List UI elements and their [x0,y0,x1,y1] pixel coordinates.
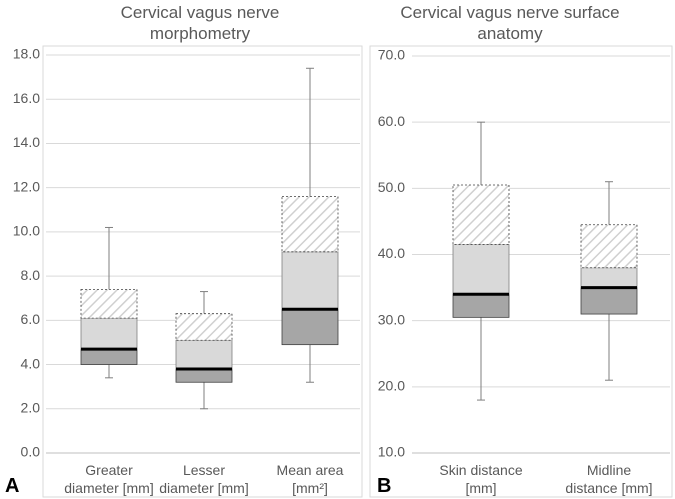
y-tick-label: 6.0 [21,311,41,327]
y-tick-label: 12.0 [13,178,40,194]
y-tick-label: 8.0 [21,267,41,283]
y-tick-label: 40.0 [378,245,405,261]
y-tick-label: 30.0 [378,311,405,327]
y-tick-label: 14.0 [13,134,40,150]
box-lower [580,287,638,315]
box-lower [80,348,138,365]
y-tick-label: 20.0 [378,378,405,394]
y-tick-label: 10.0 [378,444,405,460]
box-upper [580,267,638,288]
box-lower [281,308,339,346]
box-upper [80,317,138,350]
panel-label: B [377,475,392,497]
box-upper [281,251,339,310]
y-tick-label: 10.0 [13,223,40,239]
y-tick-label: 4.0 [21,355,41,371]
box-lower [175,368,233,383]
box-top [452,184,510,245]
y-tick-label: 0.0 [21,444,41,460]
chart-title: Cervical vagus nerve surface anatomy [400,3,620,43]
box-lower [452,293,510,318]
panel-label: A [5,475,20,497]
y-tick-label: 2.0 [21,399,41,415]
box-top [580,224,638,269]
y-tick-label: 70.0 [378,47,405,63]
panel-frame [369,45,673,498]
x-tick-label: Mean area [mm²] [276,462,344,496]
x-tick-label: Greater diameter [mm] [64,462,154,496]
box-top [175,313,233,341]
y-tick-label: 16.0 [13,90,40,106]
box-top [281,196,339,253]
box-upper [452,244,510,295]
y-tick-label: 18.0 [13,46,40,62]
x-tick-label: Lesser diameter [mm] [159,462,249,496]
y-tick-label: 50.0 [378,179,405,195]
box-upper [175,339,233,370]
panel-frame [42,45,363,498]
chart-title: Cervical vagus nerve morphometry [120,3,280,43]
x-tick-label: Skin distance [mm] [439,462,523,496]
box-top [80,288,138,319]
y-tick-label: 60.0 [378,113,405,129]
x-tick-label: Midline distance [mm] [565,462,653,496]
